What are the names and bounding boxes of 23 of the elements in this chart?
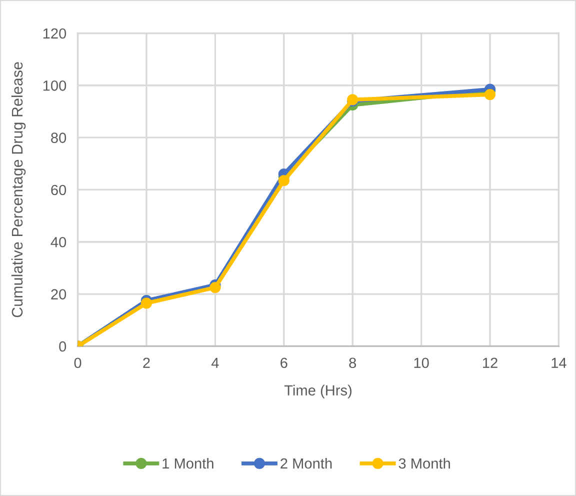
point <box>484 88 496 100</box>
y-tick-label: 80 <box>51 132 66 143</box>
x-axis-title: Time (Hrs) <box>284 384 352 398</box>
y-tick-label: 120 <box>43 28 66 39</box>
y-tick-label: 100 <box>43 80 66 91</box>
x-tick-label: 14 <box>552 358 566 368</box>
legend-label: 2 Month <box>280 458 332 469</box>
y-tick-label: 40 <box>50 236 66 248</box>
x-tick-label: 12 <box>483 358 498 368</box>
point <box>278 175 290 186</box>
x-tick-label: 0 <box>74 358 82 368</box>
y-tick-label: 0 <box>59 341 66 352</box>
y-tick-label: 20 <box>51 289 66 300</box>
point <box>140 298 152 309</box>
x-tick-label: 4 <box>211 358 219 368</box>
x-tick-label: 10 <box>414 358 429 368</box>
x-tick-label: 2 <box>143 358 150 368</box>
y-tick-label: 60 <box>51 184 66 196</box>
y-axis-title: Cumulative Percentage Drug Release <box>11 62 26 318</box>
legend-label: 1 Month <box>162 458 214 469</box>
x-tick-label: 6 <box>280 358 288 368</box>
legend-label: 3 Month <box>398 458 450 469</box>
x-tick-label: 8 <box>349 358 356 368</box>
